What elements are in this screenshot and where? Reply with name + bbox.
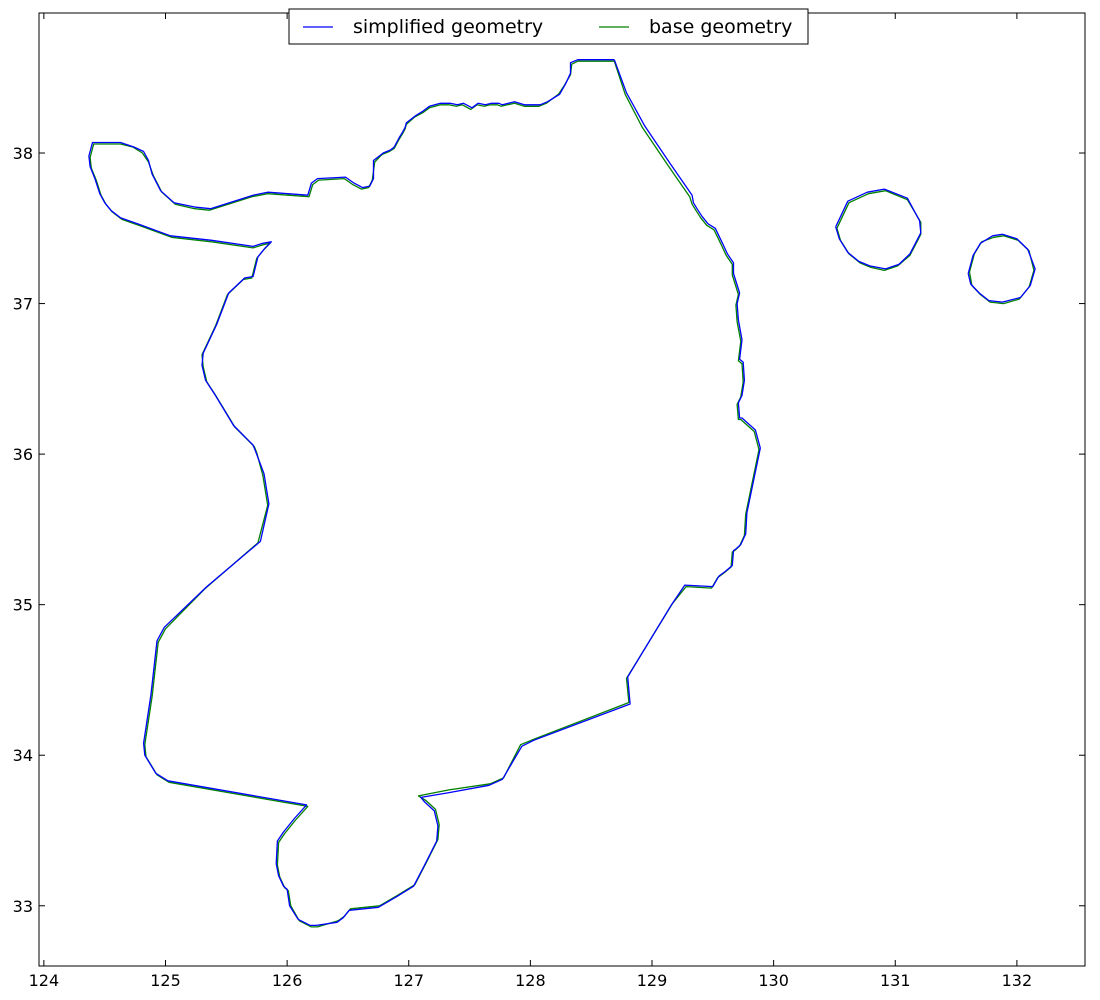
x-tick-label-128: 128 [515,971,546,990]
x-tick-label-125: 125 [150,971,181,990]
y-tick-label-34: 34 [13,746,33,765]
x-tick-label-127: 127 [393,971,424,990]
ticks-layer: 124 125 126 127 128 129 130 131 132 33 34 35 36 37 38 [13,13,1085,990]
legend-label-base: base geometry [649,16,792,38]
series-layer [88,59,1036,928]
simplified-geometry-ring-0 [88,59,761,927]
legend: simplified geometry base geometry [288,8,809,45]
y-tick-label-35: 35 [13,596,33,615]
legend-box [288,8,809,45]
y-tick-label-37: 37 [13,295,33,314]
y-tick-label-33: 33 [13,897,33,916]
x-tick-label-131: 131 [880,971,911,990]
x-tick-label-124: 124 [29,971,60,990]
base-geometry-ring-0 [89,60,760,928]
x-tick-label-126: 126 [272,971,303,990]
simplified-geometry-ring-2 [967,233,1036,303]
plot-area [39,13,1085,966]
series-simplified-geometry [88,59,1036,927]
simplified-geometry-ring-1 [835,188,922,270]
x-tick-label-130: 130 [758,971,789,990]
x-tick-label-129: 129 [637,971,668,990]
legend-label-simplified: simplified geometry [353,16,543,38]
y-tick-label-36: 36 [13,445,33,464]
y-tick-label-38: 38 [13,144,33,163]
x-tick-label-132: 132 [1002,971,1033,990]
